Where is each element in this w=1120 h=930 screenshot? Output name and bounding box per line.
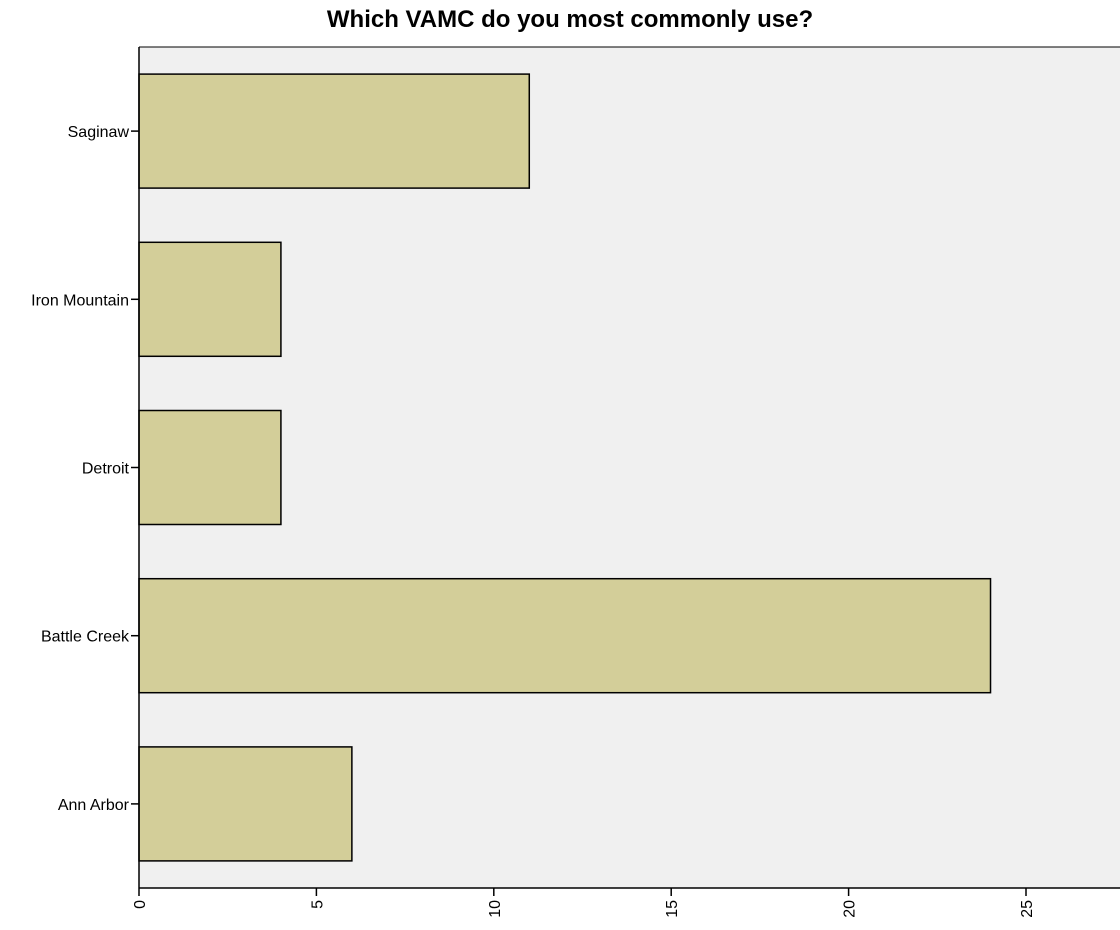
y-tick-label: Detroit xyxy=(82,461,130,478)
bar-iron-mountain xyxy=(138,241,282,358)
x-tick-label: 0 xyxy=(132,900,149,909)
x-tick-label: 15 xyxy=(664,900,681,918)
x-tick-label: 10 xyxy=(487,900,504,918)
bar-detroit xyxy=(138,409,282,526)
bar-saginaw xyxy=(138,73,531,189)
y-tick-label: Saginaw xyxy=(68,124,130,141)
x-tick-label: 25 xyxy=(1019,900,1036,918)
y-tick-label: Iron Mountain xyxy=(31,292,129,309)
bar-ann-arbor xyxy=(138,746,353,862)
chart-title: Which VAMC do you most commonly use? xyxy=(326,6,814,33)
y-tick-label: Ann Arbor xyxy=(58,797,130,814)
x-tick-label: 20 xyxy=(842,900,859,918)
y-tick-label: Battle Creek xyxy=(41,629,130,646)
bar-battle-creek xyxy=(138,577,992,694)
x-tick-label: 5 xyxy=(309,900,326,909)
